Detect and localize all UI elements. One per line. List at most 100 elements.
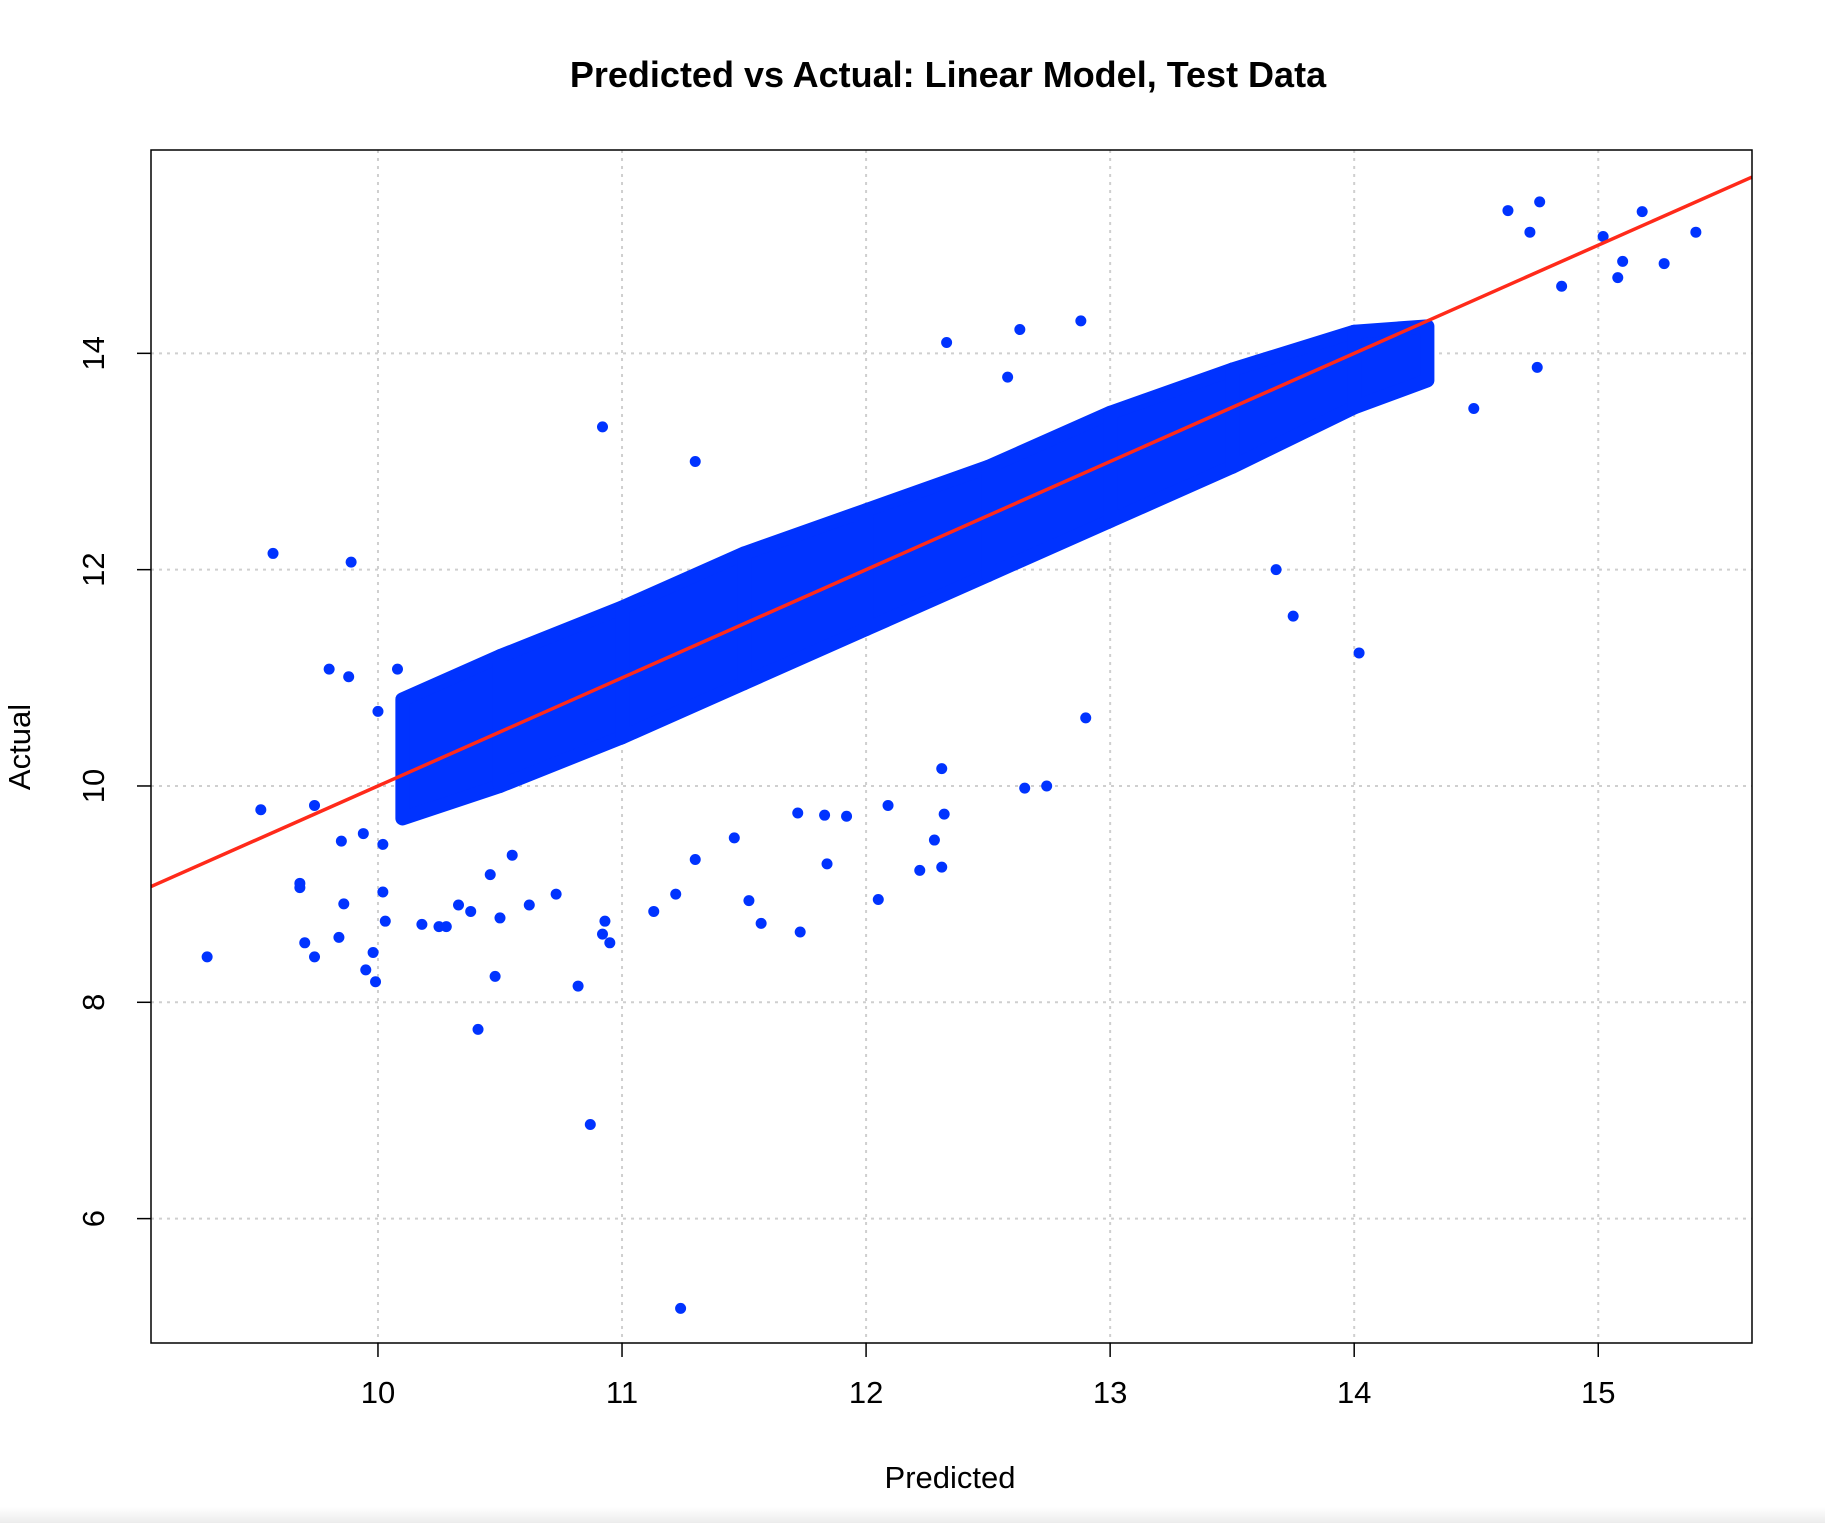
data-point: [794, 926, 806, 938]
x-axis: 10 11 12 13 14 15: [361, 1343, 1615, 1410]
data-point: [938, 808, 950, 820]
data-point: [267, 547, 279, 559]
y-tick-label: 12: [76, 552, 111, 586]
data-point: [872, 894, 884, 906]
data-point: [472, 1023, 484, 1035]
data-point: [1002, 371, 1014, 383]
data-point: [345, 556, 357, 568]
point-cloud-segment: [1103, 362, 1240, 528]
data-point: [489, 970, 501, 982]
data-point: [333, 931, 345, 943]
data-point: [484, 869, 496, 881]
data-point: [323, 663, 335, 675]
data-point: [792, 807, 804, 819]
data-point: [416, 918, 428, 930]
data-point: [936, 861, 948, 873]
data-point: [1270, 564, 1282, 576]
data-point: [1690, 226, 1702, 238]
data-point: [572, 980, 584, 992]
x-axis-title: Predicted: [885, 1460, 1016, 1495]
data-point: [343, 671, 355, 683]
data-point: [372, 705, 384, 717]
data-point: [377, 886, 389, 898]
data-point: [882, 799, 894, 811]
data-point: [936, 763, 948, 775]
data-point: [819, 809, 831, 821]
x-tick-label: 14: [1337, 1375, 1371, 1410]
chart-title: Predicted vs Actual: Linear Model, Test …: [570, 54, 1327, 95]
data-point: [604, 937, 616, 949]
data-point: [1556, 280, 1568, 292]
data-point: [523, 899, 535, 911]
data-point: [689, 455, 701, 467]
data-point: [1636, 206, 1648, 218]
data-point: [841, 810, 853, 822]
data-point: [391, 663, 403, 675]
data-point: [338, 898, 350, 910]
data-point: [584, 1119, 596, 1131]
data-point: [299, 937, 311, 949]
data-point: [255, 804, 267, 816]
data-point: [1080, 712, 1092, 724]
data-point: [201, 951, 213, 963]
y-tick-label: 14: [76, 336, 111, 370]
y-tick-label: 8: [76, 994, 111, 1011]
point-cloud-segment: [981, 405, 1118, 583]
data-point: [465, 905, 477, 917]
window-bottom-edge: [0, 1507, 1825, 1523]
data-point: [1502, 205, 1514, 217]
data-point: [1534, 196, 1546, 208]
data-point: [294, 877, 306, 889]
data-point: [1524, 226, 1536, 238]
data-point: [367, 947, 379, 959]
plot-frame: [150, 149, 1753, 1344]
data-point: [1019, 782, 1031, 794]
data-point: [1597, 231, 1609, 243]
data-point: [1287, 610, 1299, 622]
data-point: [1353, 647, 1365, 659]
data-point: [1531, 361, 1543, 373]
data-point: [599, 915, 611, 927]
data-point: [377, 838, 389, 850]
point-cloud-segment: [615, 546, 752, 745]
data-point: [743, 895, 755, 907]
data-point: [1014, 324, 1026, 336]
data-point: [689, 854, 701, 866]
data-point: [670, 888, 682, 900]
y-axis: 6 8 10 12 14: [76, 336, 151, 1227]
point-cloud-segment: [492, 600, 630, 793]
x-tick-label: 11: [606, 1375, 638, 1410]
y-tick-label: 10: [76, 769, 111, 803]
point-cloud-segment: [859, 459, 996, 637]
data-point: [1075, 315, 1087, 327]
y-tick-label: 6: [76, 1210, 111, 1227]
data-points: [201, 196, 1702, 1314]
data-point: [370, 976, 382, 988]
data-point: [309, 799, 321, 811]
data-point: [1468, 403, 1480, 415]
data-point: [728, 832, 740, 844]
x-tick-label: 13: [1093, 1375, 1127, 1410]
x-tick-label: 12: [849, 1375, 883, 1410]
x-tick-label: 10: [361, 1375, 395, 1410]
y-axis-title: Actual: [2, 704, 37, 790]
data-point: [357, 828, 369, 840]
data-point: [597, 421, 609, 433]
data-point: [914, 864, 926, 876]
data-point: [597, 928, 609, 940]
data-point: [453, 899, 465, 911]
data-point: [675, 1302, 687, 1314]
reference-line: [150, 175, 1753, 889]
data-point: [1612, 272, 1624, 284]
data-point: [928, 834, 940, 846]
data-point: [440, 921, 452, 933]
grid-lines: [151, 150, 1752, 1343]
data-point: [1658, 258, 1670, 270]
data-point: [550, 888, 562, 900]
data-point: [941, 337, 953, 349]
data-point: [309, 951, 321, 963]
data-point: [1041, 780, 1053, 792]
x-tick-label: 15: [1581, 1375, 1615, 1410]
data-point: [821, 858, 833, 870]
